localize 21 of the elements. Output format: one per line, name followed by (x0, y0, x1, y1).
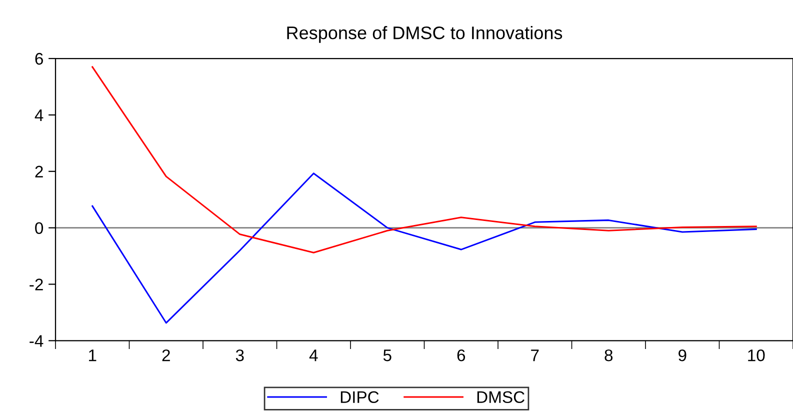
legend-label: DMSC (477, 391, 524, 404)
x-tick-label: 5 (383, 350, 392, 362)
x-tick-label: 6 (457, 349, 466, 362)
x-tick-label: 10 (748, 349, 765, 362)
y-tick-label: 4 (34, 110, 44, 121)
y-tick-label: 6 (35, 52, 43, 65)
y-tick-label: 2 (35, 166, 43, 178)
y-tick-label: -4 (30, 335, 44, 347)
x-tick-label: 4 (309, 350, 318, 362)
chart-title: Response of DMSC to Innovations (287, 26, 562, 43)
line-series (92, 172, 757, 324)
line-series (92, 66, 757, 254)
legend-label: DIPC (340, 391, 379, 404)
x-tick-label: 1 (89, 350, 96, 362)
x-tick-label: 8 (604, 349, 613, 362)
x-tick-label: 9 (678, 349, 686, 362)
y-tick-label: 0 (35, 222, 44, 234)
x-tick-label: 7 (531, 350, 539, 362)
x-tick-label: 3 (236, 349, 244, 362)
x-tick-label: 2 (162, 349, 170, 362)
y-tick-label: -2 (30, 278, 43, 290)
